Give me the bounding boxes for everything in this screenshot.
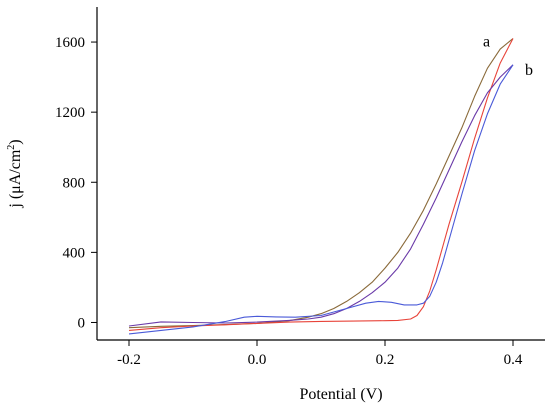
series-label-a: a <box>483 34 490 51</box>
series-labels: ab <box>483 34 533 79</box>
series-label-b: b <box>525 62 533 79</box>
x-ticks: -0.2 0.0 0.2 0.4 <box>117 340 523 368</box>
series-b-forward-scan <box>128 64 514 335</box>
y-tick-label: 1200 <box>55 105 85 121</box>
y-axis-title: j (μA/cm2) <box>6 139 24 208</box>
x-tick-label: 0.0 <box>248 352 267 368</box>
x-tick-label: -0.2 <box>117 352 141 368</box>
y-tick-label: 800 <box>63 175 86 191</box>
y-axis-title-main: j (μA/cm <box>7 149 24 208</box>
series-a-forward-scan <box>128 38 514 331</box>
y-axis-title-close: ) <box>7 139 24 144</box>
x-tick-label: 0.2 <box>376 352 395 368</box>
x-axis-title: Potential (V) <box>299 386 382 403</box>
y-tick-label: 400 <box>63 245 86 261</box>
plot-area <box>128 38 514 335</box>
y-tick-label: 1600 <box>55 35 85 51</box>
series-b-reverse-scan <box>128 64 514 327</box>
series-a-reverse-scan <box>128 38 514 329</box>
y-axis-title-superscript: 2 <box>6 145 17 150</box>
y-ticks: 0 400 800 1200 1600 <box>55 35 97 331</box>
x-tick-label: 0.4 <box>504 352 523 368</box>
axes <box>96 7 545 341</box>
y-tick-label: 0 <box>78 315 86 331</box>
